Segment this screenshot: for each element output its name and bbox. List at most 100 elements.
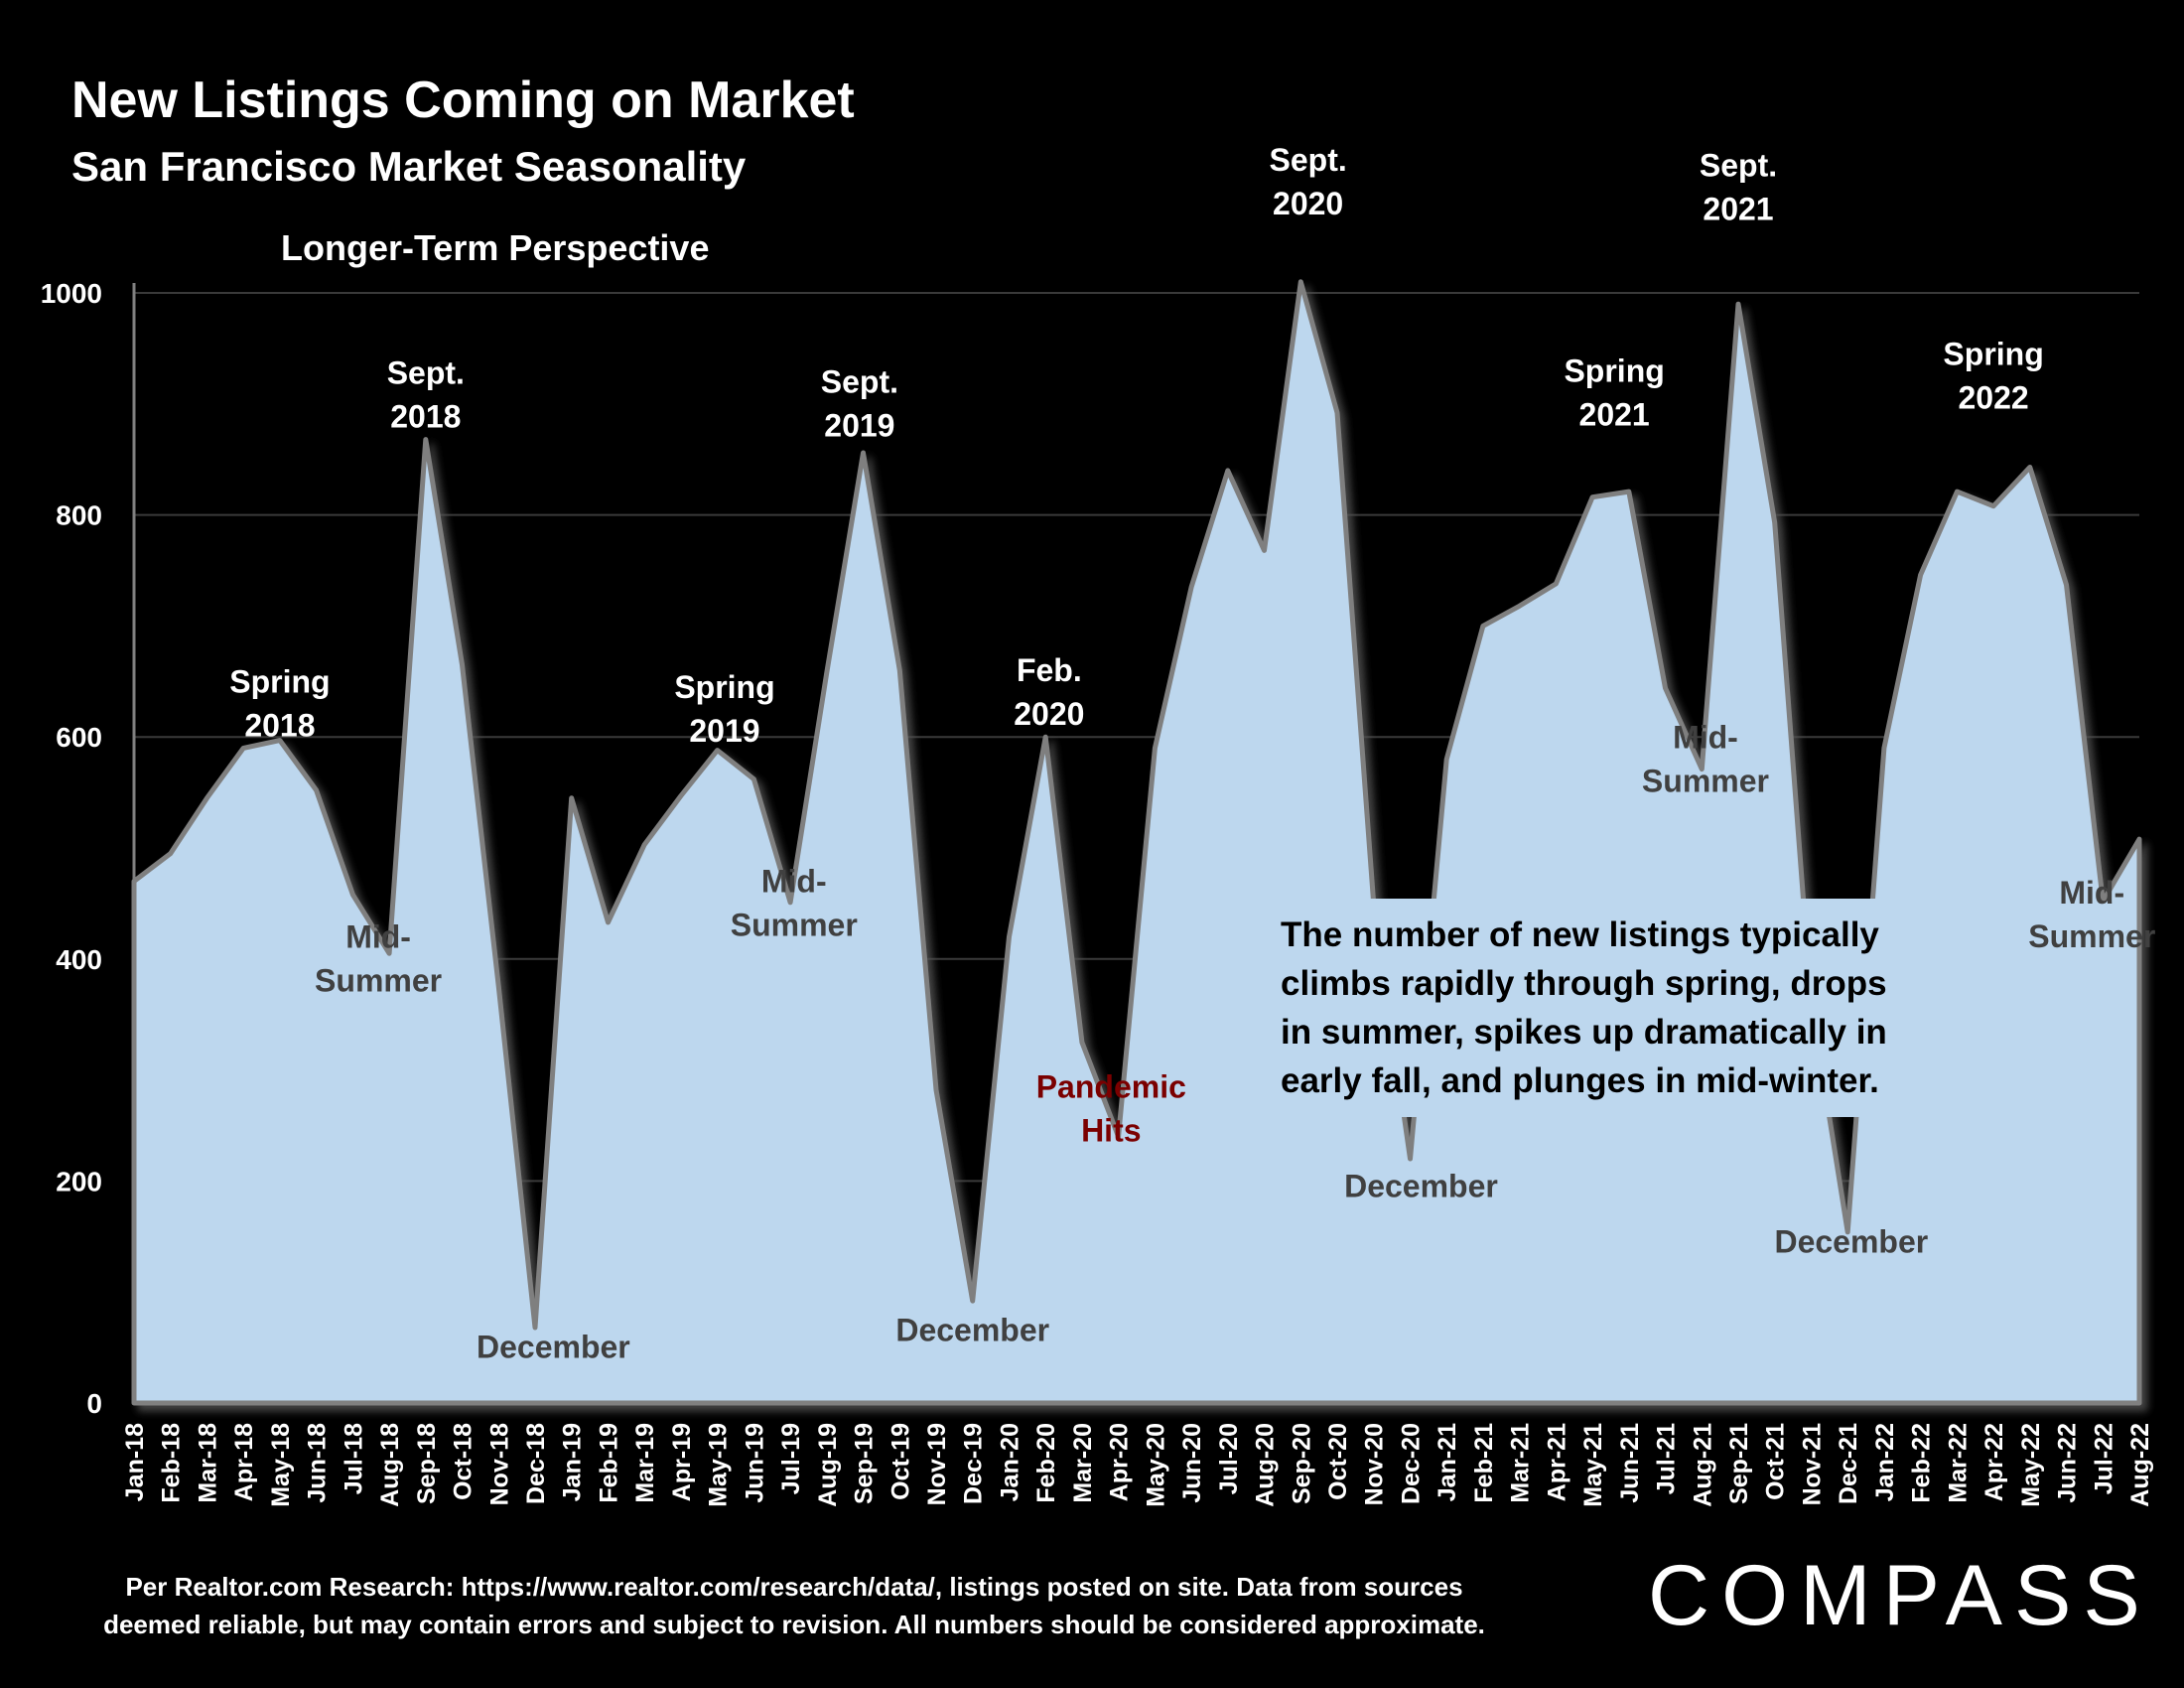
x-tick-label: Mar-22: [1944, 1423, 1972, 1503]
note-background: [1261, 899, 1916, 1117]
x-tick-label: Jan-21: [1433, 1423, 1461, 1501]
x-tick-label: Aug-21: [1689, 1423, 1716, 1507]
x-tick-label: Jun-20: [1178, 1423, 1206, 1503]
x-tick-label: Mar-21: [1507, 1423, 1535, 1503]
y-tick-label: 600: [56, 722, 102, 753]
x-tick-label: Nov-19: [923, 1423, 951, 1505]
x-tick-label: Jul-21: [1653, 1423, 1681, 1494]
x-tick-label: Aug-22: [2126, 1423, 2154, 1507]
x-tick-label: Jun-18: [304, 1423, 332, 1503]
y-tick-label: 400: [56, 944, 102, 975]
x-tick-label: May-20: [1142, 1423, 1169, 1507]
x-tick-label: Aug-18: [376, 1423, 404, 1507]
x-tick-label: Sep-20: [1288, 1423, 1315, 1504]
note-box: The number of new listings typically cli…: [1261, 899, 1916, 1117]
x-tick-label: Oct-21: [1762, 1423, 1790, 1500]
annotation-label: 2019: [824, 408, 894, 444]
annotation-label: 2020: [1014, 696, 1084, 732]
compass-logo: COMPASS: [1648, 1548, 2152, 1643]
axes: [132, 283, 2139, 1405]
x-tick-label: Nov-20: [1361, 1423, 1389, 1505]
x-tick-label: May-19: [705, 1423, 733, 1507]
x-tick-label: Oct-19: [887, 1423, 914, 1500]
annotation-label: Feb.: [1017, 652, 1082, 688]
note-line-2: climbs rapidly through spring, drops: [1281, 964, 1887, 1003]
annotation-label: December: [1344, 1168, 1498, 1203]
x-tick-label: Dec-19: [960, 1423, 988, 1504]
annotation-label: 2020: [1273, 186, 1343, 221]
x-tick-label: Aug-19: [814, 1423, 842, 1507]
x-tick-label: Sep-18: [413, 1423, 441, 1504]
x-tick-label: May-22: [2017, 1423, 2045, 1507]
annotation-label: Mid-: [345, 919, 411, 955]
annotation-label: 2022: [1958, 380, 2028, 416]
x-tick-label: Nov-18: [485, 1423, 513, 1505]
x-tick-label: Feb-20: [1032, 1423, 1060, 1503]
note-line-4: early fall, and plunges in mid-winter.: [1281, 1061, 1879, 1100]
annotation-label: Spring: [1564, 352, 1664, 388]
source-line-2: deemed reliable, but may contain errors …: [103, 1610, 1485, 1639]
x-tick-label: Dec-18: [522, 1423, 550, 1504]
x-tick-label: Jun-19: [741, 1423, 768, 1503]
annotation-label: Sept.: [1270, 142, 1347, 178]
annotation-label: Hits: [1081, 1112, 1141, 1148]
x-tick-label: Feb-22: [1908, 1423, 1936, 1503]
annotation-label: Summer: [315, 963, 442, 999]
chart-subtitle: San Francisco Market Seasonality: [71, 143, 747, 190]
x-tick-label: Dec-21: [1835, 1423, 1862, 1504]
annotation-label: 2018: [244, 707, 315, 743]
annotation-label: Mid-: [2059, 875, 2124, 911]
x-tick-label: Jul-18: [340, 1423, 367, 1494]
x-tick-label: May-21: [1579, 1423, 1607, 1507]
x-tick-label: Apr-18: [230, 1423, 258, 1501]
x-tick-label: Jan-22: [1871, 1423, 1899, 1501]
x-tick-label: Jun-21: [1616, 1423, 1644, 1503]
x-axis-ticks: Jan-18 Feb-18 Mar-18 Apr-18 May-18 Jun-18 Jul-…: [121, 1423, 2154, 1507]
x-tick-label: May-18: [267, 1423, 295, 1507]
x-tick-label: Apr-19: [668, 1423, 696, 1501]
annotation-label: Sept.: [821, 364, 898, 400]
x-tick-label: Oct-20: [1324, 1423, 1352, 1500]
x-tick-label: Dec-20: [1397, 1423, 1425, 1504]
annotation-label: Sept.: [1700, 148, 1777, 184]
annotation-label: 2019: [689, 713, 759, 749]
x-tick-label: Aug-20: [1252, 1423, 1280, 1507]
y-axis-ticks: 0 200 400 600 800 1000: [41, 278, 102, 1419]
annotation-label: December: [1774, 1223, 1928, 1259]
x-tick-label: Jul-22: [2090, 1423, 2117, 1494]
annotation-label: 2021: [1703, 192, 1773, 227]
x-tick-label: Apr-20: [1106, 1423, 1134, 1501]
annotations: Spring 2018 Sept. 2018 Mid- Summer December Spr…: [229, 142, 2155, 1365]
annotation-label: 2021: [1579, 396, 1650, 432]
x-tick-label: Feb-18: [158, 1423, 186, 1503]
source-line-1: Per Realtor.com Research: https://www.re…: [125, 1572, 1462, 1602]
chart-title: New Listings Coming on Market: [71, 71, 855, 129]
annotation-label: Summer: [1642, 763, 1769, 798]
annotation-label: Summer: [731, 908, 858, 943]
annotation-label: December: [895, 1313, 1049, 1348]
annotation-label: Pandemic: [1036, 1068, 1186, 1104]
x-tick-label: Sep-19: [851, 1423, 879, 1504]
note-line-3: in summer, spikes up dramatically in: [1281, 1013, 1887, 1052]
y-tick-label: 0: [86, 1388, 102, 1419]
x-tick-label: Sep-21: [1725, 1423, 1753, 1504]
annotation-label: December: [477, 1329, 630, 1364]
x-tick-label: Apr-22: [1980, 1423, 2008, 1501]
x-tick-label: Jan-19: [559, 1423, 587, 1501]
x-tick-label: Nov-21: [1798, 1423, 1826, 1505]
x-tick-label: Mar-19: [631, 1423, 659, 1503]
annotation-label: Mid-: [1673, 719, 1738, 755]
x-tick-label: Feb-21: [1470, 1423, 1498, 1503]
x-tick-label: Apr-21: [1543, 1423, 1570, 1501]
annotation-label: Spring: [229, 663, 330, 699]
perspective-label: Longer-Term Perspective: [281, 227, 709, 268]
x-tick-label: Feb-19: [595, 1423, 622, 1503]
annotation-label: Spring: [1943, 337, 2043, 372]
y-tick-label: 800: [56, 500, 102, 531]
x-tick-label: Oct-18: [450, 1423, 478, 1500]
x-tick-label: Jul-19: [777, 1423, 805, 1494]
annotation-label: Mid-: [761, 864, 827, 900]
x-tick-label: Jan-18: [121, 1423, 149, 1501]
y-tick-label: 1000: [41, 278, 102, 309]
